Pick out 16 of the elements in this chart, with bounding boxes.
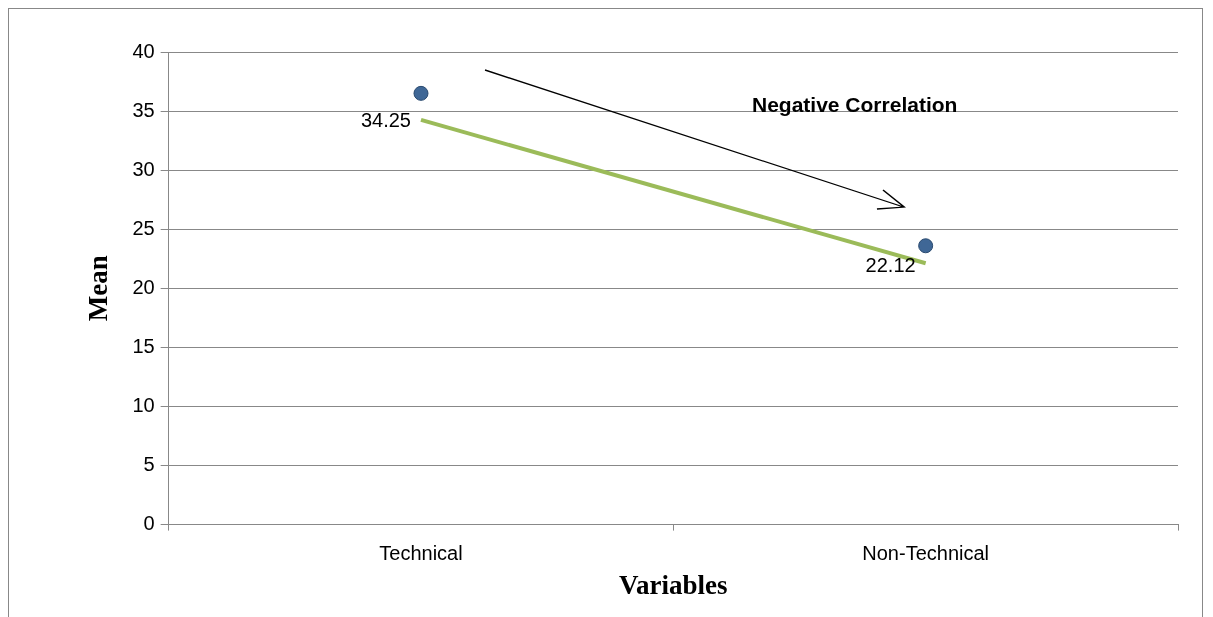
annotation: Negative Correlation	[752, 92, 958, 116]
y-tick-label: 5	[143, 453, 155, 476]
y-tick-label: 10	[132, 393, 155, 416]
y-tick-label: 40	[132, 39, 155, 62]
y-tick-label: 0	[143, 512, 155, 535]
data-label: 34.25	[360, 109, 411, 132]
y-axis-title: Mean	[83, 255, 114, 322]
x-axis-title: Variables	[619, 569, 728, 600]
y-tick-label: 30	[132, 157, 155, 180]
y-tick-label: 35	[132, 98, 155, 121]
y-tick-label: 20	[132, 275, 155, 298]
y-tick-label: 15	[132, 334, 155, 357]
x-tick-label: Non-Technical	[862, 542, 990, 565]
x-tick-label: Technical	[379, 542, 463, 565]
y-tick-label: 25	[132, 216, 155, 239]
data-label: 22.12	[865, 253, 916, 276]
